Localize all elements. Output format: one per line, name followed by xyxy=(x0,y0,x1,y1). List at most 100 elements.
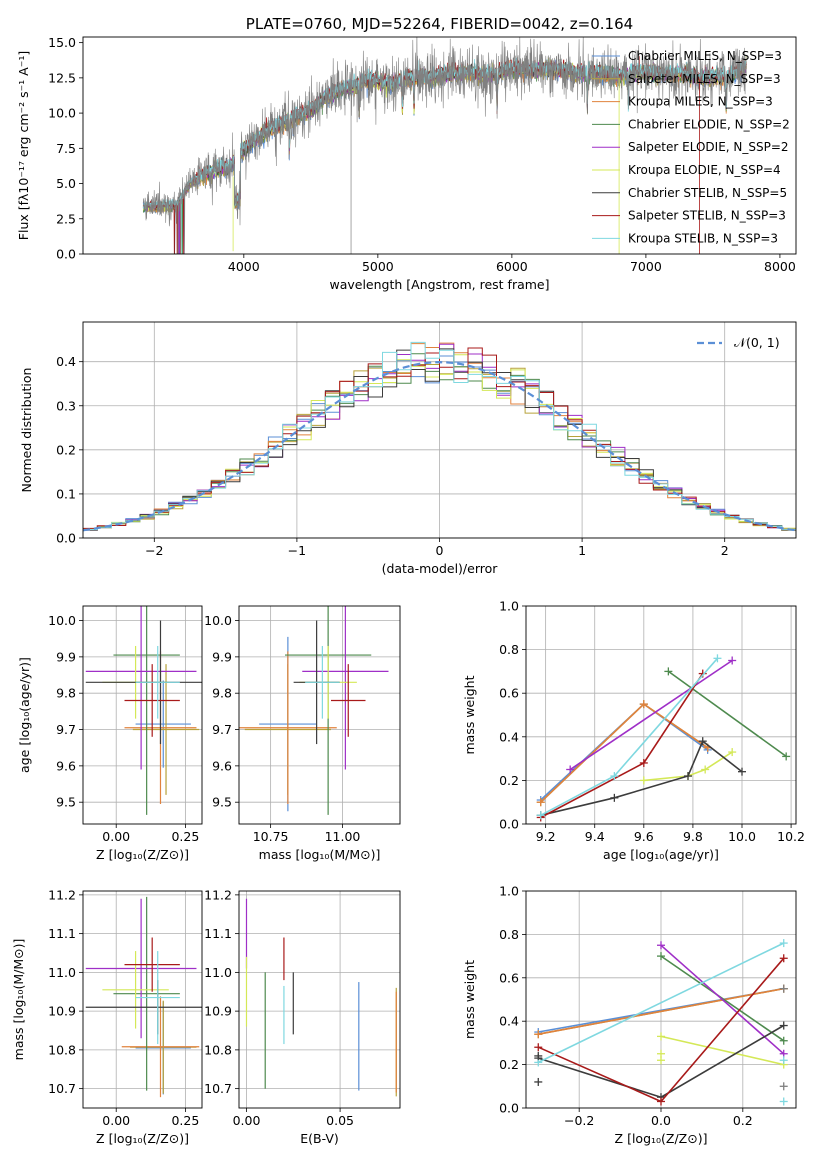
y-axis-label: mass weight xyxy=(462,960,477,1039)
plot-area xyxy=(142,37,747,254)
observed-spectrum xyxy=(143,37,747,254)
panel-7: −0.2 0.0 0.2 0.0 0.2 0.4 0.6 0.8 1.0 Z [log₁₀(Z/Z… xyxy=(462,884,797,1146)
axes-frame xyxy=(525,890,797,1109)
weight-line-8 xyxy=(537,942,785,1064)
x-tick-label: −0.2 xyxy=(564,1113,594,1128)
x-axis-label: Z [log₁₀(Z/Z⊙)] xyxy=(615,1131,708,1146)
y-tick-label: 9.9 xyxy=(56,649,76,664)
legend-label: Chabrier STELIB, N_SSP=5 xyxy=(628,186,787,200)
y-tick-label: 0.2 xyxy=(499,773,519,788)
x-tick-label: 1 xyxy=(578,543,586,558)
x-axis-label: (data-model)/error xyxy=(382,561,499,576)
legend-label: Salpeter MILES, N_SSP=3 xyxy=(628,72,781,86)
x-tick-label: 10.2 xyxy=(777,829,805,844)
y-tick-label: 5.0 xyxy=(56,176,76,191)
x-tick-label: 0.00 xyxy=(102,829,130,844)
legend-label: Kroupa ELODIE, N_SSP=4 xyxy=(628,163,781,177)
y-tick-label: 9.9 xyxy=(212,649,232,664)
y-tick-label: 9.7 xyxy=(212,722,232,737)
gaussian-curve xyxy=(83,360,796,532)
y-tick-label: 0.8 xyxy=(499,642,519,657)
x-tick-label: 4000 xyxy=(228,259,260,274)
legend-label: Kroupa STELIB, N_SSP=3 xyxy=(628,231,778,245)
legend-label: 𝒩(0, 1) xyxy=(734,335,780,350)
legend: Chabrier MILES, N_SSP=3 Salpeter MILES, N… xyxy=(592,49,790,245)
x-tick-label: 6000 xyxy=(496,259,528,274)
y-tick-label: 0.6 xyxy=(499,686,519,701)
legend-label: Salpeter ELODIE, N_SSP=2 xyxy=(628,140,789,154)
y-axis-label: Normed distribution xyxy=(19,368,34,493)
y-tick-label: 0.3 xyxy=(56,398,76,413)
x-tick-label: 9.4 xyxy=(585,829,605,844)
plot-area xyxy=(83,891,202,1108)
x-tick-label: 10.0 xyxy=(728,829,756,844)
x-tick-label: 0.25 xyxy=(171,1113,199,1128)
y-tick-label: 10.9 xyxy=(48,1004,76,1019)
x-axis-label: age [log₁₀(age/yr)] xyxy=(603,847,719,862)
panel-1: −2 −1 0 1 2 0.0 0.1 0.2 0.3 0.4 (data-model)/error… xyxy=(19,321,797,576)
y-tick-label: 11.2 xyxy=(204,887,232,902)
y-tick-label: 9.8 xyxy=(212,686,232,701)
panel-6: 0.00 0.05 10.7 10.8 10.9 11.0 11.1 11.2 E(B-V) xyxy=(204,887,401,1146)
axes-frame xyxy=(82,321,797,539)
y-tick-label: 11.0 xyxy=(204,965,232,980)
x-tick-label: 9.6 xyxy=(634,829,654,844)
y-tick-label: 12.5 xyxy=(48,70,76,85)
y-tick-label: 10.8 xyxy=(204,1042,232,1057)
y-tick-label: 0.6 xyxy=(499,970,519,985)
y-tick-label: 9.7 xyxy=(56,722,76,737)
x-tick-label: 0.00 xyxy=(233,1113,261,1128)
weight-line-6 xyxy=(540,739,743,817)
panel-2: 0.00 0.25 9.5 9.6 9.7 9.8 9.9 10.0 Z [log₁₀(Z/Z⊙… xyxy=(17,605,203,862)
legend-label: Salpeter STELIB, N_SSP=3 xyxy=(628,209,786,223)
x-tick-label: 11.00 xyxy=(325,829,361,844)
axes-frame xyxy=(82,890,203,1109)
weight-line-2 xyxy=(540,703,709,803)
plot-area xyxy=(83,322,796,538)
y-axis-label: mass [log₁₀(M/M⊙)] xyxy=(11,939,26,1061)
weight-line-0 xyxy=(540,703,709,801)
y-tick-label: 0.2 xyxy=(499,1057,519,1072)
y-tick-label: 9.6 xyxy=(212,758,232,773)
y-tick-label: 10.8 xyxy=(48,1042,76,1057)
panel-3: 10.75 11.00 9.5 9.6 9.7 9.8 9.9 10.0 mass [log₁₀… xyxy=(204,605,401,862)
y-tick-label: 10.9 xyxy=(204,1004,232,1019)
weight-line-3 xyxy=(660,955,785,1042)
weight-line-2 xyxy=(538,987,784,1035)
chart-title: PLATE=0760, MJD=52264, FIBERID=0042, z=0… xyxy=(246,15,633,33)
y-tick-label: 9.8 xyxy=(56,686,76,701)
y-tick-label: 10.0 xyxy=(204,613,232,628)
axes-frame xyxy=(238,605,401,825)
y-tick-label: 0.0 xyxy=(56,531,76,546)
plot-area xyxy=(526,606,796,824)
legend-label: Chabrier MILES, N_SSP=3 xyxy=(628,49,782,63)
axes-frame xyxy=(238,890,401,1109)
weight-line-5 xyxy=(660,1035,784,1066)
panel-0: 4000 5000 6000 7000 8000 0.0 2.5 5.0 7.5 10.0 12.5… xyxy=(16,15,797,292)
y-tick-label: 1.0 xyxy=(499,884,519,899)
y-tick-label: 0.2 xyxy=(56,442,76,457)
weight-line-1 xyxy=(540,703,709,803)
x-axis-label: wavelength [Angstrom, rest frame] xyxy=(329,277,549,292)
legend-label: Kroupa MILES, N_SSP=3 xyxy=(628,95,773,109)
axes-frame xyxy=(525,605,797,825)
y-tick-label: 0.4 xyxy=(499,1014,519,1029)
y-tick-label: 1.0 xyxy=(499,599,519,614)
x-tick-label: 8000 xyxy=(764,259,796,274)
x-tick-label: 0.05 xyxy=(326,1113,354,1128)
plot-area xyxy=(83,606,202,824)
x-axis-label: Z [log₁₀(Z/Z⊙)] xyxy=(96,1131,189,1146)
x-tick-label: 0 xyxy=(436,543,444,558)
weight-line-4 xyxy=(660,944,785,1055)
y-tick-label: 0.4 xyxy=(499,729,519,744)
x-tick-label: 0.25 xyxy=(171,829,199,844)
y-tick-label: 7.5 xyxy=(56,141,76,156)
x-tick-label: 10.75 xyxy=(253,829,289,844)
y-tick-label: 9.5 xyxy=(56,795,76,810)
y-tick-label: 10.7 xyxy=(48,1081,76,1096)
y-tick-label: 11.1 xyxy=(204,926,232,941)
weight-line-3 xyxy=(667,670,787,758)
x-tick-label: 5000 xyxy=(362,259,394,274)
x-tick-label: −2 xyxy=(145,543,163,558)
